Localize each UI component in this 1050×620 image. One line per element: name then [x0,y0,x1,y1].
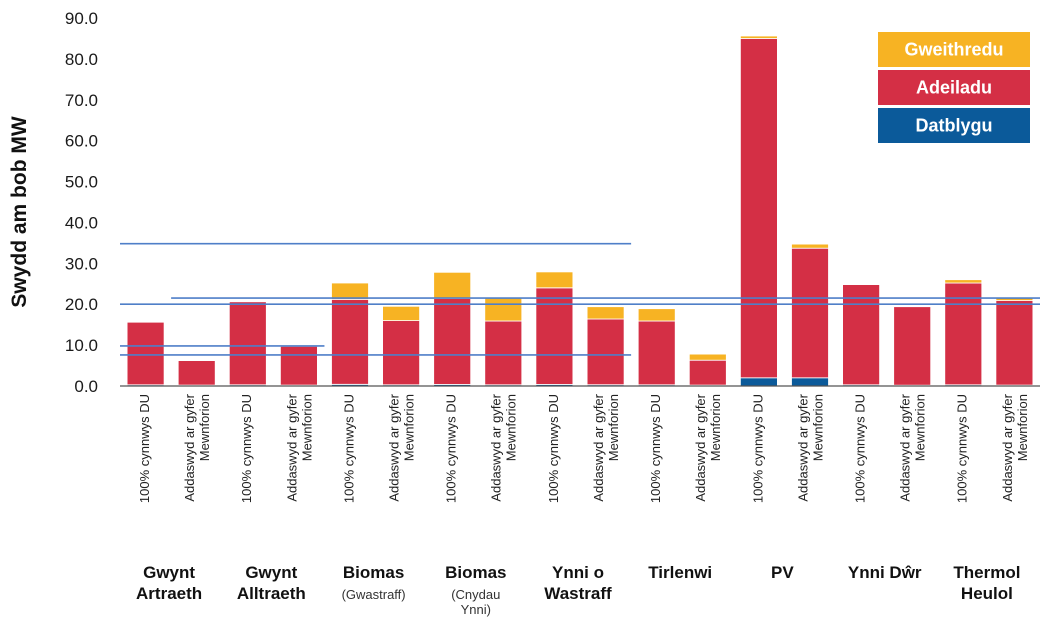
category-label: 100% cynnwys DU [955,394,970,503]
legend-swatch-gweithredu [878,32,1030,67]
y-tick-label: 90.0 [65,9,98,28]
category-label: Addaswyd ar gyfer [591,393,606,501]
category-label: 100% cynnwys DU [750,394,765,503]
legend-label: Adeiladu [916,78,992,98]
bar-adeiladu-9 [586,318,625,386]
category-label: 100% cynnwys DU [444,394,459,503]
category-label: 100% cynnwys DU [648,394,663,503]
bar-adeiladu-3 [279,345,318,386]
group-label-name2: Heulol [961,584,1013,603]
bar-gweithredu-8 [535,271,574,289]
bar-adeiladu-11 [688,359,727,386]
bar-gweithredu-12 [740,35,778,39]
bar-gweithredu-9 [586,306,625,320]
category-label: Addaswyd ar gyfer [387,393,402,501]
group-label-sub: (Gwastraff) [342,587,406,602]
bar-adeiladu-7 [484,320,523,386]
bar-adeiladu-12 [740,38,778,379]
group-labels: Gwynt Artraeth Gwynt Alltraeth Biomas (Gwastr… [136,563,1020,617]
category-label: Mewnforion [810,394,825,461]
bar-adeiladu-5 [382,320,421,386]
category-label: Addaswyd ar gyfer [693,393,708,501]
group-label-name2: Artraeth [136,584,202,603]
y-tick-labels: 0.0 10.0 20.0 30.0 40.0 50.0 60.0 70.0 80.0 90.0 [65,9,98,396]
group-label-name: PV [771,563,794,582]
category-label: 100% cynnwys DU [137,394,152,503]
group-label-name: Thermol [953,563,1020,582]
y-tick-label: 20.0 [65,295,98,314]
category-label: Mewnforion [1015,394,1030,461]
group-label-name2: Alltraeth [237,584,306,603]
bar-gweithredu-13 [791,243,829,249]
bar-adeiladu-4 [331,298,369,385]
bar-adeiladu-17 [995,300,1034,386]
legend-swatch-datblygu [878,108,1030,143]
legend-swatch-adeiladu [878,70,1030,105]
bar-gweithredu-7 [484,297,523,322]
bar-datblygu-12 [740,377,778,387]
group-label-name: Tirlenwi [648,563,712,582]
reference-lines-layer [120,242,1040,356]
group-label-sub: (Cnydau [451,587,500,602]
y-tick-label: 60.0 [65,132,98,151]
bar-gweithredu-6 [433,271,472,299]
bar-gweithredu-10 [637,308,676,322]
y-tick-label: 70.0 [65,91,98,110]
group-label-name: Gwynt [143,563,195,582]
category-label: Mewnforion [708,394,723,461]
bar-adeiladu-8 [535,287,574,385]
category-label: Mewnforion [197,394,212,461]
bars-layer [126,35,1034,387]
group-label-name: Ynni o [552,563,604,582]
category-label: Addaswyd ar gyfer [182,393,197,501]
bar-adeiladu-13 [791,247,829,379]
y-tick-label: 80.0 [65,50,98,69]
category-label: Mewnforion [606,394,621,461]
bar-datblygu-13 [791,377,829,387]
category-label: Mewnforion [504,394,519,461]
category-label: Addaswyd ar gyfer [898,393,913,501]
bar-gweithredu-5 [382,305,421,321]
y-tick-label: 50.0 [65,173,98,192]
bar-gweithredu-16 [944,279,983,284]
category-label: 100% cynnwys DU [853,394,868,503]
category-label: Addaswyd ar gyfer [284,393,299,501]
legend: Gweithredu Adeiladu Datblygu [878,32,1030,143]
category-labels: 100% cynnwys DU Addaswyd ar gyfer Mewnfori… [137,393,1030,503]
group-label-name: Ynni Dŵr [848,563,922,582]
category-label: Addaswyd ar gyfer [489,393,504,501]
bar-gweithredu-11 [688,353,727,361]
bar-adeiladu-14 [842,284,880,386]
category-label: Addaswyd ar gyfer [1000,393,1015,501]
legend-label: Datblygu [915,116,992,136]
category-label: Mewnforion [299,394,314,461]
bar-adeiladu-0 [126,321,165,386]
group-label-name: Gwynt [245,563,297,582]
y-axis-label: Swydd am bob MW [8,116,31,308]
bar-adeiladu-2 [228,301,267,386]
bar-adeiladu-6 [433,298,472,385]
bar-adeiladu-15 [893,306,932,386]
category-label: 100% cynnwys DU [341,394,356,503]
category-label: Mewnforion [402,394,417,461]
y-tick-label: 0.0 [74,377,98,396]
bar-gweithredu-4 [331,282,369,300]
y-tick-label: 40.0 [65,213,98,232]
bar-adeiladu-10 [637,320,676,386]
group-label-name2: Wastraff [544,584,612,603]
category-label: Addaswyd ar gyfer [795,393,810,501]
category-label: 100% cynnwys DU [239,394,254,503]
y-tick-label: 10.0 [65,336,98,355]
group-label-sub2: Ynni) [461,602,491,617]
group-label-name: Biomas [445,563,506,582]
category-label: 100% cynnwys DU [546,394,561,503]
bar-adeiladu-16 [944,282,983,386]
category-label: Mewnforion [913,394,928,461]
bar-adeiladu-1 [177,360,216,386]
legend-label: Gweithredu [904,40,1003,60]
y-tick-label: 30.0 [65,254,98,273]
group-label-name: Biomas [343,563,404,582]
